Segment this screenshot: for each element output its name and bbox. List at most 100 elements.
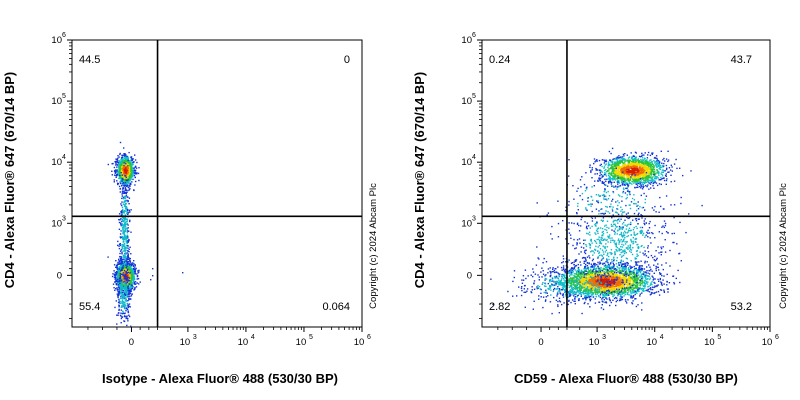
event-dot [119,167,121,169]
event-dot [130,174,132,176]
event-dot [129,261,131,263]
event-dot [580,269,583,272]
event-dot [589,275,592,277]
event-dot [124,243,126,245]
event-dot [124,297,127,299]
event-dot [598,275,600,277]
event-dot [125,283,128,286]
event-dot [601,300,603,302]
event-dot [113,264,116,266]
event-dot [613,292,616,294]
event-dot [661,274,663,277]
event-dot [114,271,116,274]
event-dot [130,325,132,327]
event-dot [592,281,594,283]
event-dot [126,288,129,290]
event-dot [643,281,645,284]
event-dot [121,315,123,318]
event-dot [123,303,125,306]
event-dot [559,283,561,286]
event-dot [614,276,617,278]
event-dot [121,184,123,187]
event-dot [117,275,119,277]
event-dot [679,281,681,284]
event-dot [618,279,620,281]
event-dot [120,322,122,324]
event-dot [122,217,124,219]
event-dot [123,210,125,212]
event-dot [651,283,653,286]
event-dot [123,164,125,167]
event-dot [647,290,649,292]
event-dot [128,277,130,280]
event-dot [129,283,131,285]
event-dot [126,199,128,202]
event-dot [138,271,140,273]
event-dot [660,289,663,291]
event-dot [125,310,127,312]
event-dot [564,274,566,276]
event-dot [130,167,132,169]
event-dot [622,279,625,281]
event-dot [116,173,119,175]
event-dot [561,294,564,296]
event-dot [635,298,637,300]
event-dot [127,286,129,288]
event-dot [122,293,124,295]
event-dot [574,269,576,271]
event-dot [129,185,131,188]
event-dot [121,295,124,298]
event-dot [573,295,575,297]
event-dot [583,280,585,282]
event-dot [125,239,127,241]
event-dot [118,302,121,304]
event-dot [545,289,547,291]
event-dot [536,286,538,288]
event-dot [124,251,126,253]
event-dot [666,273,668,276]
event-dot [625,270,628,272]
event-dot [563,284,566,286]
event-dot [636,269,639,271]
event-dot [136,278,138,280]
event-dot [122,187,124,189]
event-dot [124,300,126,302]
event-dot [584,290,586,293]
event-dot [129,188,131,190]
event-dot [137,270,139,272]
event-dot [576,276,578,278]
event-dot [575,264,578,267]
event-dot [120,237,122,239]
event-dot [599,269,602,271]
event-dot [593,271,595,273]
event-dot [112,273,114,275]
event-dot [127,245,129,247]
event-dot [122,245,124,247]
event-dot [126,238,128,240]
event-dot [603,286,606,288]
event-dot [598,276,600,279]
event-dot [120,309,122,311]
event-dot [107,163,109,166]
event-dot [638,270,640,272]
event-dot [116,314,118,316]
event-dot [123,256,126,259]
event-dot [126,265,128,267]
event-dot [125,292,127,294]
event-dot [128,291,130,293]
event-dot [617,271,619,273]
event-dot [123,147,125,149]
event-dot [120,174,123,176]
event-dot [606,298,608,300]
event-dot [128,151,130,154]
event-dot [124,157,126,160]
quadrant-upper-right: 0 [344,54,350,66]
event-dot [127,311,129,313]
event-dot [598,290,600,293]
event-dot [597,261,599,264]
event-dot [126,208,129,211]
event-dot [115,161,117,164]
event-dot [553,289,555,291]
event-dot [122,278,124,281]
event-dot [133,260,135,262]
